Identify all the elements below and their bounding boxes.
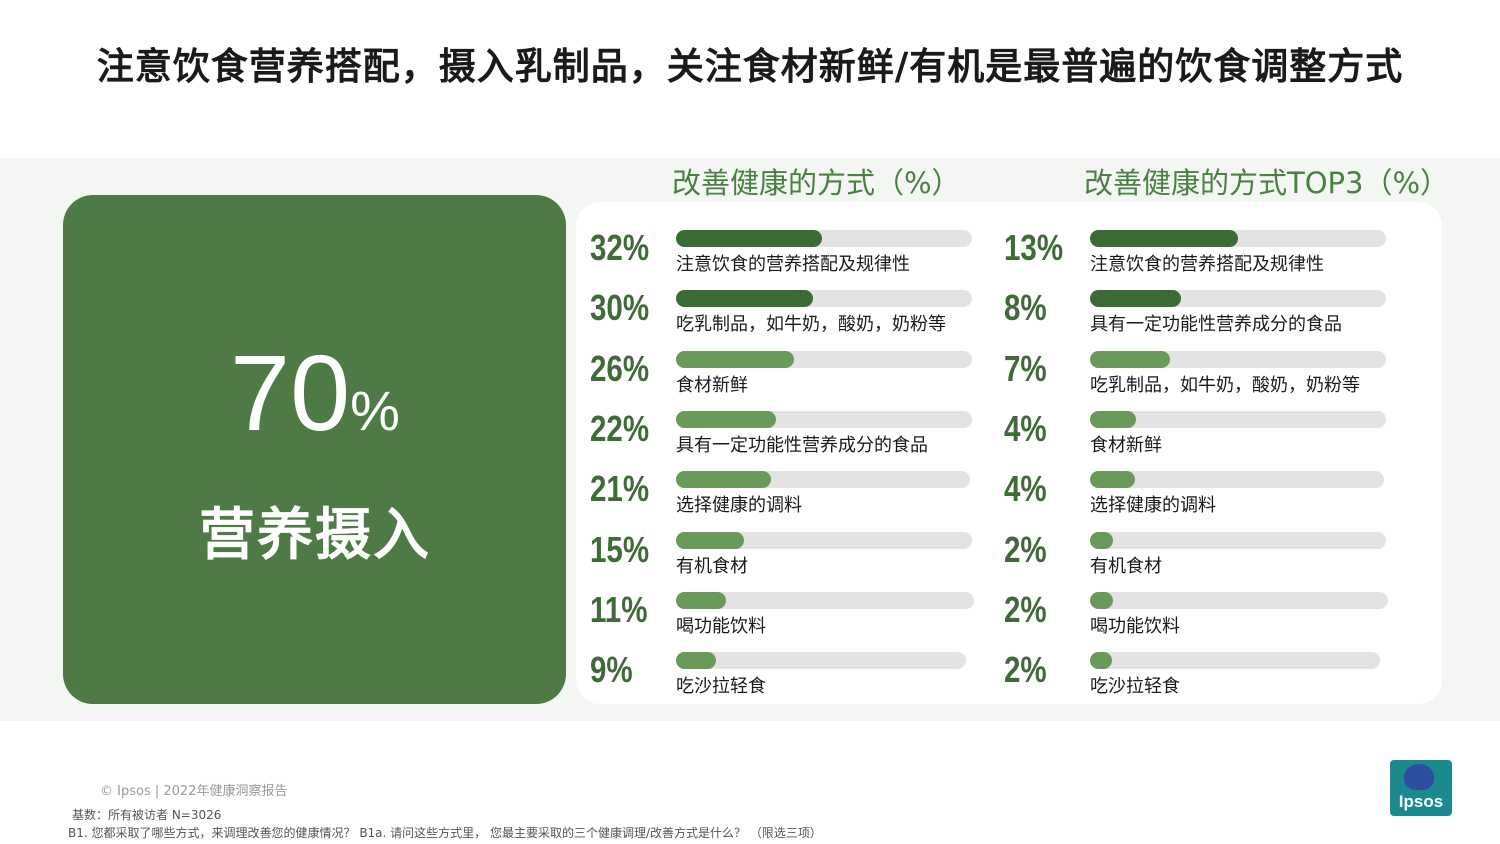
bar [1090, 531, 1113, 549]
bar-track [676, 591, 974, 609]
bar-category-label: 选择健康的调料 [1090, 495, 1216, 517]
bar [676, 471, 771, 489]
bar-value-label: 11% [590, 588, 648, 630]
bar-track [676, 350, 972, 368]
bar-value-label: 2% [1004, 649, 1047, 691]
bar-category-label: 吃乳制品，如牛奶，酸奶，奶粉等 [1090, 374, 1360, 396]
bar-value-label: 2% [1004, 588, 1047, 630]
bar-value-label: 4% [1004, 468, 1047, 510]
bar-category-label: 喝功能饮料 [676, 615, 766, 637]
bar-category-label: 有机食材 [676, 555, 748, 577]
page-title: 注意饮食营养搭配，摄入乳制品，关注食材新鲜/有机是最普遍的饮食调整方式 [96, 45, 1404, 88]
kpi-number: 70 [230, 332, 351, 453]
bar-track [1090, 230, 1386, 247]
kpi-card [63, 195, 566, 704]
bar-row-right: 4% 选择健康的调料 [1004, 468, 1424, 531]
bar-category-label: 有机食材 [1090, 555, 1162, 577]
bar-row-right: 4% 食材新鲜 [1004, 407, 1424, 471]
bar-value-label: 26% [590, 347, 650, 389]
bar-row-right: 8% 具有一定功能性营养成分的食品 [1004, 287, 1424, 350]
bar-category-label: 具有一定功能性营养成分的食品 [1090, 314, 1342, 336]
bar-track [1090, 471, 1384, 489]
chart-left-title: 改善健康的方式（%） [672, 166, 961, 200]
kpi-label: 营养摄入 [199, 503, 431, 568]
bar-row-left: 15% 有机食材 [590, 528, 1010, 592]
bar-value-label: 8% [1004, 287, 1047, 329]
bar-track [676, 230, 972, 247]
logo-mark-icon [1404, 764, 1434, 790]
bar-track [1090, 652, 1380, 670]
question-note: B1. 您都采取了哪些方式，来调理改善您的健康情况？ B1a. 请问这些方式里，… [68, 826, 822, 840]
bar [1090, 350, 1170, 368]
bar [676, 230, 822, 247]
bar [676, 410, 777, 428]
bar-track [1090, 290, 1386, 308]
bar-track [1090, 591, 1388, 609]
bar-row-right: 2% 有机食材 [1004, 528, 1424, 592]
bar-category-label: 吃沙拉轻食 [676, 676, 766, 698]
bar-row-left: 32% 注意饮食的营养搭配及规律性 [590, 227, 1010, 290]
bar-row-right: 2% 吃沙拉轻食 [1004, 649, 1424, 712]
bar [1090, 652, 1113, 670]
bar-track [1090, 410, 1386, 428]
bar [1090, 290, 1182, 308]
bar-category-label: 吃沙拉轻食 [1090, 676, 1180, 698]
bar-row-right: 13% 注意饮食的营养搭配及规律性 [1004, 227, 1424, 290]
bar-category-label: 注意饮食的营养搭配及规律性 [1090, 254, 1324, 275]
bar-track [1090, 350, 1386, 368]
bar [1090, 410, 1136, 428]
ipsos-logo: Ipsos [1390, 760, 1452, 816]
copyright-text: © Ipsos | 2022年健康洞察报告 [100, 784, 288, 799]
logo-text: Ipsos [1398, 792, 1444, 811]
bar-row-left: 30% 吃乳制品，如牛奶，酸奶，奶粉等 [590, 287, 1010, 350]
bar-category-label: 吃乳制品，如牛奶，酸奶，奶粉等 [676, 314, 946, 336]
bar [1090, 471, 1136, 489]
bar-track [676, 652, 966, 670]
bar-category-label: 选择健康的调料 [676, 495, 802, 517]
bar [676, 591, 727, 609]
bar-value-label: 15% [590, 528, 650, 570]
bar-track [676, 290, 972, 308]
bar-row-left: 26% 食材新鲜 [590, 347, 1010, 411]
bar-category-label: 食材新鲜 [676, 374, 748, 396]
bar [676, 290, 813, 308]
bar-value-label: 32% [590, 227, 650, 268]
bar [1090, 230, 1238, 247]
bar-row-left: 22% 具有一定功能性营养成分的食品 [590, 407, 1010, 471]
bar-value-label: 9% [590, 649, 633, 691]
chart-right-title: 改善健康的方式TOP3（%） [1084, 166, 1450, 200]
bar [676, 531, 745, 549]
bar-row-left: 9% 吃沙拉轻食 [590, 649, 1010, 712]
bar-row-right: 7% 吃乳制品，如牛奶，酸奶，奶粉等 [1004, 347, 1424, 411]
bar-category-label: 注意饮食的营养搭配及规律性 [676, 254, 910, 275]
bar-value-label: 13% [1004, 227, 1064, 268]
chart-panel [576, 202, 1442, 704]
bar-row-left: 21% 选择健康的调料 [590, 468, 1010, 531]
bar-value-label: 21% [590, 468, 650, 510]
bar-value-label: 4% [1004, 407, 1047, 449]
bar-track [676, 410, 972, 428]
bar-category-label: 食材新鲜 [1090, 434, 1162, 456]
base-note: 基数：所有被访者 N=3026 [72, 808, 222, 822]
bar-row-left: 11% 喝功能饮料 [590, 588, 1010, 652]
bar-category-label: 具有一定功能性营养成分的食品 [676, 434, 928, 456]
bar [676, 652, 717, 670]
bar-track [676, 471, 970, 489]
bar-row-right: 2% 喝功能饮料 [1004, 588, 1424, 652]
bar [1090, 591, 1113, 609]
bar-category-label: 喝功能饮料 [1090, 615, 1180, 637]
kpi-unit: % [350, 379, 400, 442]
bar [676, 350, 795, 368]
bar-track [676, 531, 972, 549]
bar-value-label: 7% [1004, 347, 1047, 389]
bar-value-label: 22% [590, 407, 650, 449]
kpi-value: 70% [0, 330, 630, 455]
bar-track [1090, 531, 1386, 549]
bar-value-label: 2% [1004, 528, 1047, 570]
bar-value-label: 30% [590, 287, 650, 329]
